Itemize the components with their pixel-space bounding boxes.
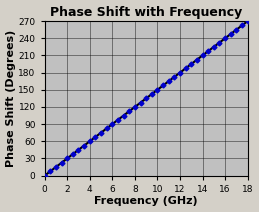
- Y-axis label: Phase Shift (Degrees): Phase Shift (Degrees): [5, 30, 16, 167]
- Title: Phase Shift with Frequency: Phase Shift with Frequency: [50, 6, 242, 19]
- X-axis label: Frequency (GHz): Frequency (GHz): [94, 197, 198, 206]
